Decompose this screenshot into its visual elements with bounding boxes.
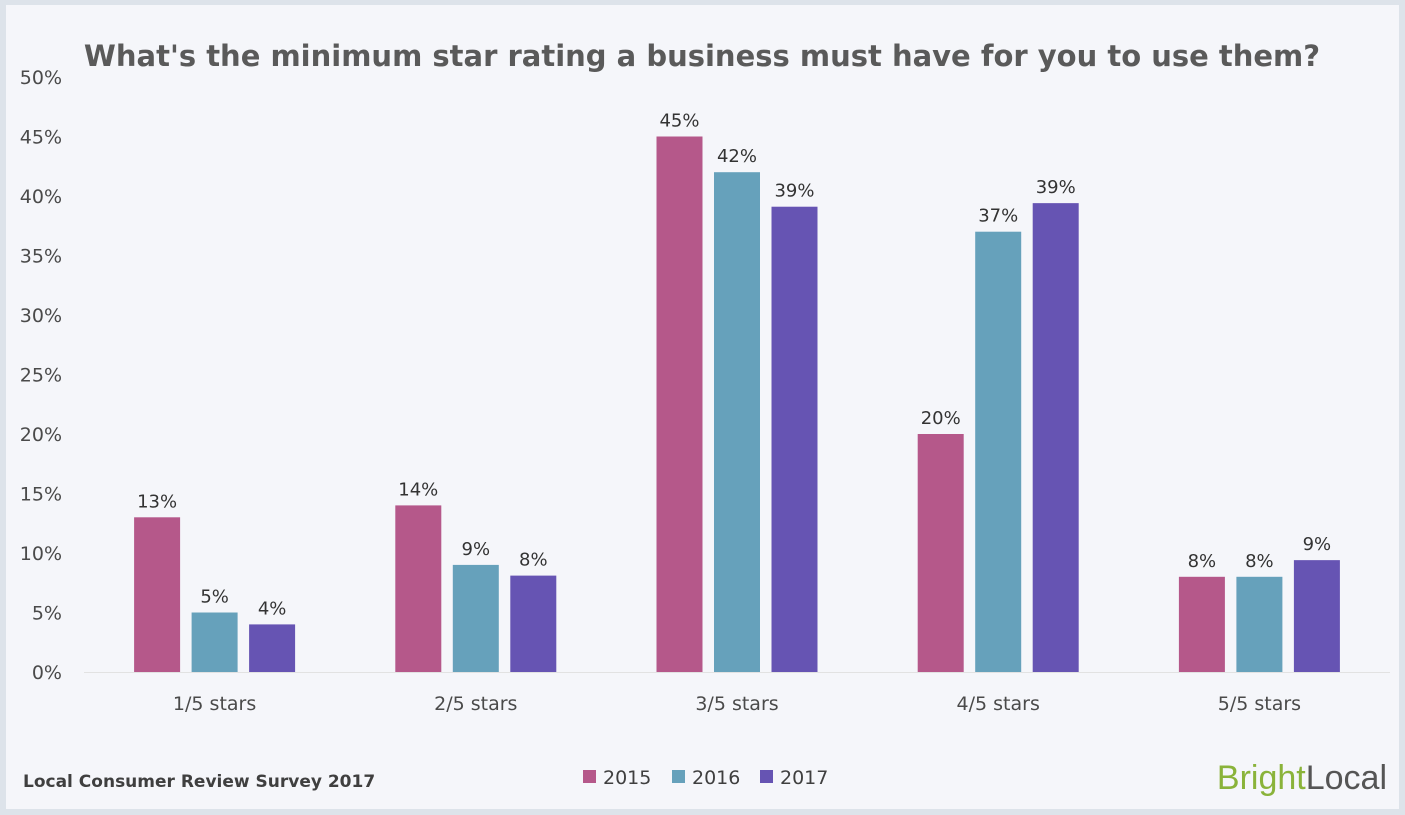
bar-2017 bbox=[510, 575, 557, 672]
x-tick-label: 2/5 stars bbox=[434, 693, 517, 715]
data-label: 45% bbox=[659, 111, 699, 132]
brand-logo-part1: Bright bbox=[1217, 759, 1306, 797]
legend-label: 2015 bbox=[603, 767, 651, 789]
chart-title: What's the minimum star rating a busines… bbox=[84, 39, 1320, 73]
y-tick-label: 20% bbox=[20, 424, 62, 446]
x-tick-label: 3/5 stars bbox=[695, 693, 778, 715]
data-label: 8% bbox=[519, 550, 548, 571]
y-tick-label: 25% bbox=[20, 365, 62, 387]
bar-chart: What's the minimum star rating a busines… bbox=[20, 39, 1390, 797]
bar-2016 bbox=[975, 231, 1022, 672]
x-tick-label: 5/5 stars bbox=[1218, 693, 1301, 715]
data-label: 14% bbox=[398, 479, 438, 500]
legend-label: 2017 bbox=[780, 767, 828, 789]
bar-2017 bbox=[1293, 560, 1340, 672]
data-label: 5% bbox=[200, 587, 229, 608]
bar-2017 bbox=[1032, 203, 1079, 672]
bar-2017 bbox=[771, 206, 818, 672]
y-tick-label: 15% bbox=[20, 484, 62, 506]
y-axis: 0% 5% 10% 15% 20% 25% 30% 35% 40% 45% 50% bbox=[20, 67, 62, 684]
data-label: 9% bbox=[462, 539, 491, 560]
data-label: 9% bbox=[1303, 534, 1332, 555]
y-tick-label: 0% bbox=[32, 662, 62, 684]
y-tick-label: 5% bbox=[32, 603, 62, 625]
chart-container: What's the minimum star rating a busines… bbox=[6, 5, 1399, 809]
bar-2015 bbox=[917, 434, 964, 672]
brand-logo-part2: Local bbox=[1306, 759, 1387, 797]
x-tick-label: 1/5 stars bbox=[173, 693, 256, 715]
bar-2016 bbox=[191, 612, 238, 672]
x-axis: 1/5 stars 2/5 stars 3/5 stars 4/5 stars 5/5 … bbox=[173, 693, 1301, 715]
y-tick-label: 30% bbox=[20, 305, 62, 327]
data-label: 37% bbox=[978, 206, 1018, 227]
y-tick-label: 50% bbox=[20, 67, 62, 89]
y-tick-label: 35% bbox=[20, 246, 62, 268]
source-text: Local Consumer Review Survey 2017 bbox=[23, 772, 375, 792]
bar-2015 bbox=[134, 517, 181, 672]
legend-swatch-2017 bbox=[760, 770, 773, 783]
data-label: 8% bbox=[1245, 551, 1274, 572]
bar-2016 bbox=[714, 172, 760, 672]
data-label: 4% bbox=[258, 598, 287, 619]
x-tick-label: 4/5 stars bbox=[957, 693, 1040, 715]
data-label: 39% bbox=[1036, 177, 1076, 198]
bar-2015 bbox=[1178, 576, 1225, 672]
legend-swatch-2016 bbox=[672, 770, 685, 783]
bar-2017 bbox=[249, 624, 296, 672]
bars-group bbox=[134, 136, 1340, 672]
legend-swatch-2015 bbox=[583, 770, 596, 783]
bar-2015 bbox=[656, 136, 703, 672]
data-labels-group: 13% 5% 4% 14% 9% 8% 45% 42% 39% 20% 37% 39% 8% 8% 9% bbox=[137, 111, 1331, 620]
data-label: 39% bbox=[774, 181, 814, 202]
legend: 2015 2016 2017 bbox=[583, 767, 828, 789]
data-label: 13% bbox=[137, 491, 177, 512]
data-label: 20% bbox=[921, 408, 961, 429]
bar-2016 bbox=[1236, 576, 1283, 672]
y-tick-label: 45% bbox=[20, 127, 62, 149]
bar-2015 bbox=[395, 505, 442, 672]
y-tick-label: 10% bbox=[20, 543, 62, 565]
data-label: 8% bbox=[1188, 551, 1217, 572]
y-tick-label: 40% bbox=[20, 186, 62, 208]
data-label: 42% bbox=[717, 146, 757, 167]
brand-logo: BrightLocal bbox=[1217, 759, 1387, 797]
legend-label: 2016 bbox=[692, 767, 740, 789]
bar-2016 bbox=[452, 564, 499, 672]
